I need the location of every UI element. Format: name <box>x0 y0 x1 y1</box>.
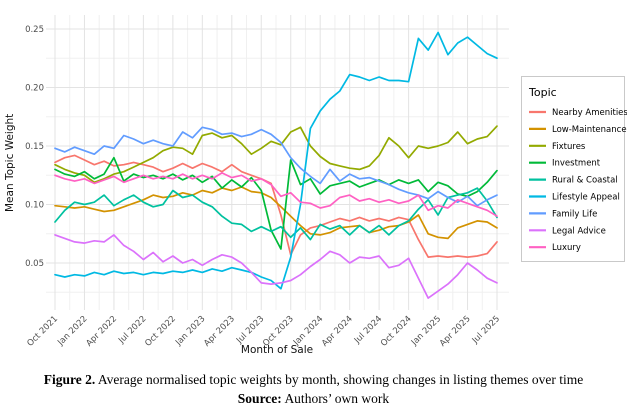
y-tick-label: 0.10 <box>25 201 44 211</box>
legend-item: Investment <box>529 159 601 169</box>
legend-item-label: Nearby Amenities <box>552 108 627 118</box>
y-tick-label: 0.25 <box>25 25 44 35</box>
series-line-lifestyle-appeal <box>54 31 498 290</box>
legend: Topic Nearby Amenities Low-Maintenance Fixt… <box>521 76 627 262</box>
series-line-nearby-amenities <box>54 154 498 258</box>
y-tick-label: 0.05 <box>25 259 44 269</box>
legend-item: Legal Advice <box>529 226 606 236</box>
series-line-rural-coastal <box>54 187 498 241</box>
source-label: Source: <box>237 390 282 406</box>
legend-item: Lifestyle Appeal <box>529 193 620 203</box>
legend-item: Rural & Coastal <box>529 176 618 186</box>
chart-area: 0.05 0.10 0.15 0.20 0.25 Oct 2021 Jan 2022 Apr … <box>4 15 627 356</box>
y-tick-label: 0.15 <box>25 142 44 152</box>
series-line-investment <box>54 156 498 250</box>
legend-item-label: Low-Maintenance <box>552 125 627 135</box>
legend-item-label: Investment <box>552 159 601 169</box>
series-line-low-maintenance <box>54 186 498 240</box>
source-line: Source: Authors’ own work <box>0 390 627 408</box>
caption-line: Figure 2. Average normalised topic weigh… <box>0 371 627 389</box>
series-line-fixtures <box>54 125 498 184</box>
legend-item-label: Rural & Coastal <box>552 176 618 186</box>
legend-item-label: Lifestyle Appeal <box>552 193 620 203</box>
legend-item-label: Luxury <box>552 243 581 253</box>
y-tick-label: 0.20 <box>25 84 44 94</box>
series-line-family-life <box>54 126 498 207</box>
source-text: Authors’ own work <box>284 390 390 406</box>
legend-item-label: Legal Advice <box>552 226 606 236</box>
legend-item: Nearby Amenities <box>529 108 627 118</box>
series-line-legal-advice <box>54 234 498 299</box>
caption-label: Figure 2. <box>43 372 96 387</box>
legend-item: Low-Maintenance <box>529 125 627 135</box>
legend-item-label: Fixtures <box>552 142 586 152</box>
figure-caption: Figure 2. Average normalised topic weigh… <box>0 371 627 407</box>
x-axis-title: Month of Sale <box>240 344 314 356</box>
legend-item-label: Family Life <box>552 209 597 219</box>
series-line-luxury <box>54 172 498 218</box>
legend-item: Luxury <box>529 243 581 253</box>
caption-text: Average normalised topic weights by mont… <box>97 372 584 387</box>
legend-item: Family Life <box>529 209 597 219</box>
legend-title: Topic <box>528 86 557 99</box>
y-axis-title: Mean Topic Weight <box>4 113 16 212</box>
legend-item: Fixtures <box>529 142 586 152</box>
